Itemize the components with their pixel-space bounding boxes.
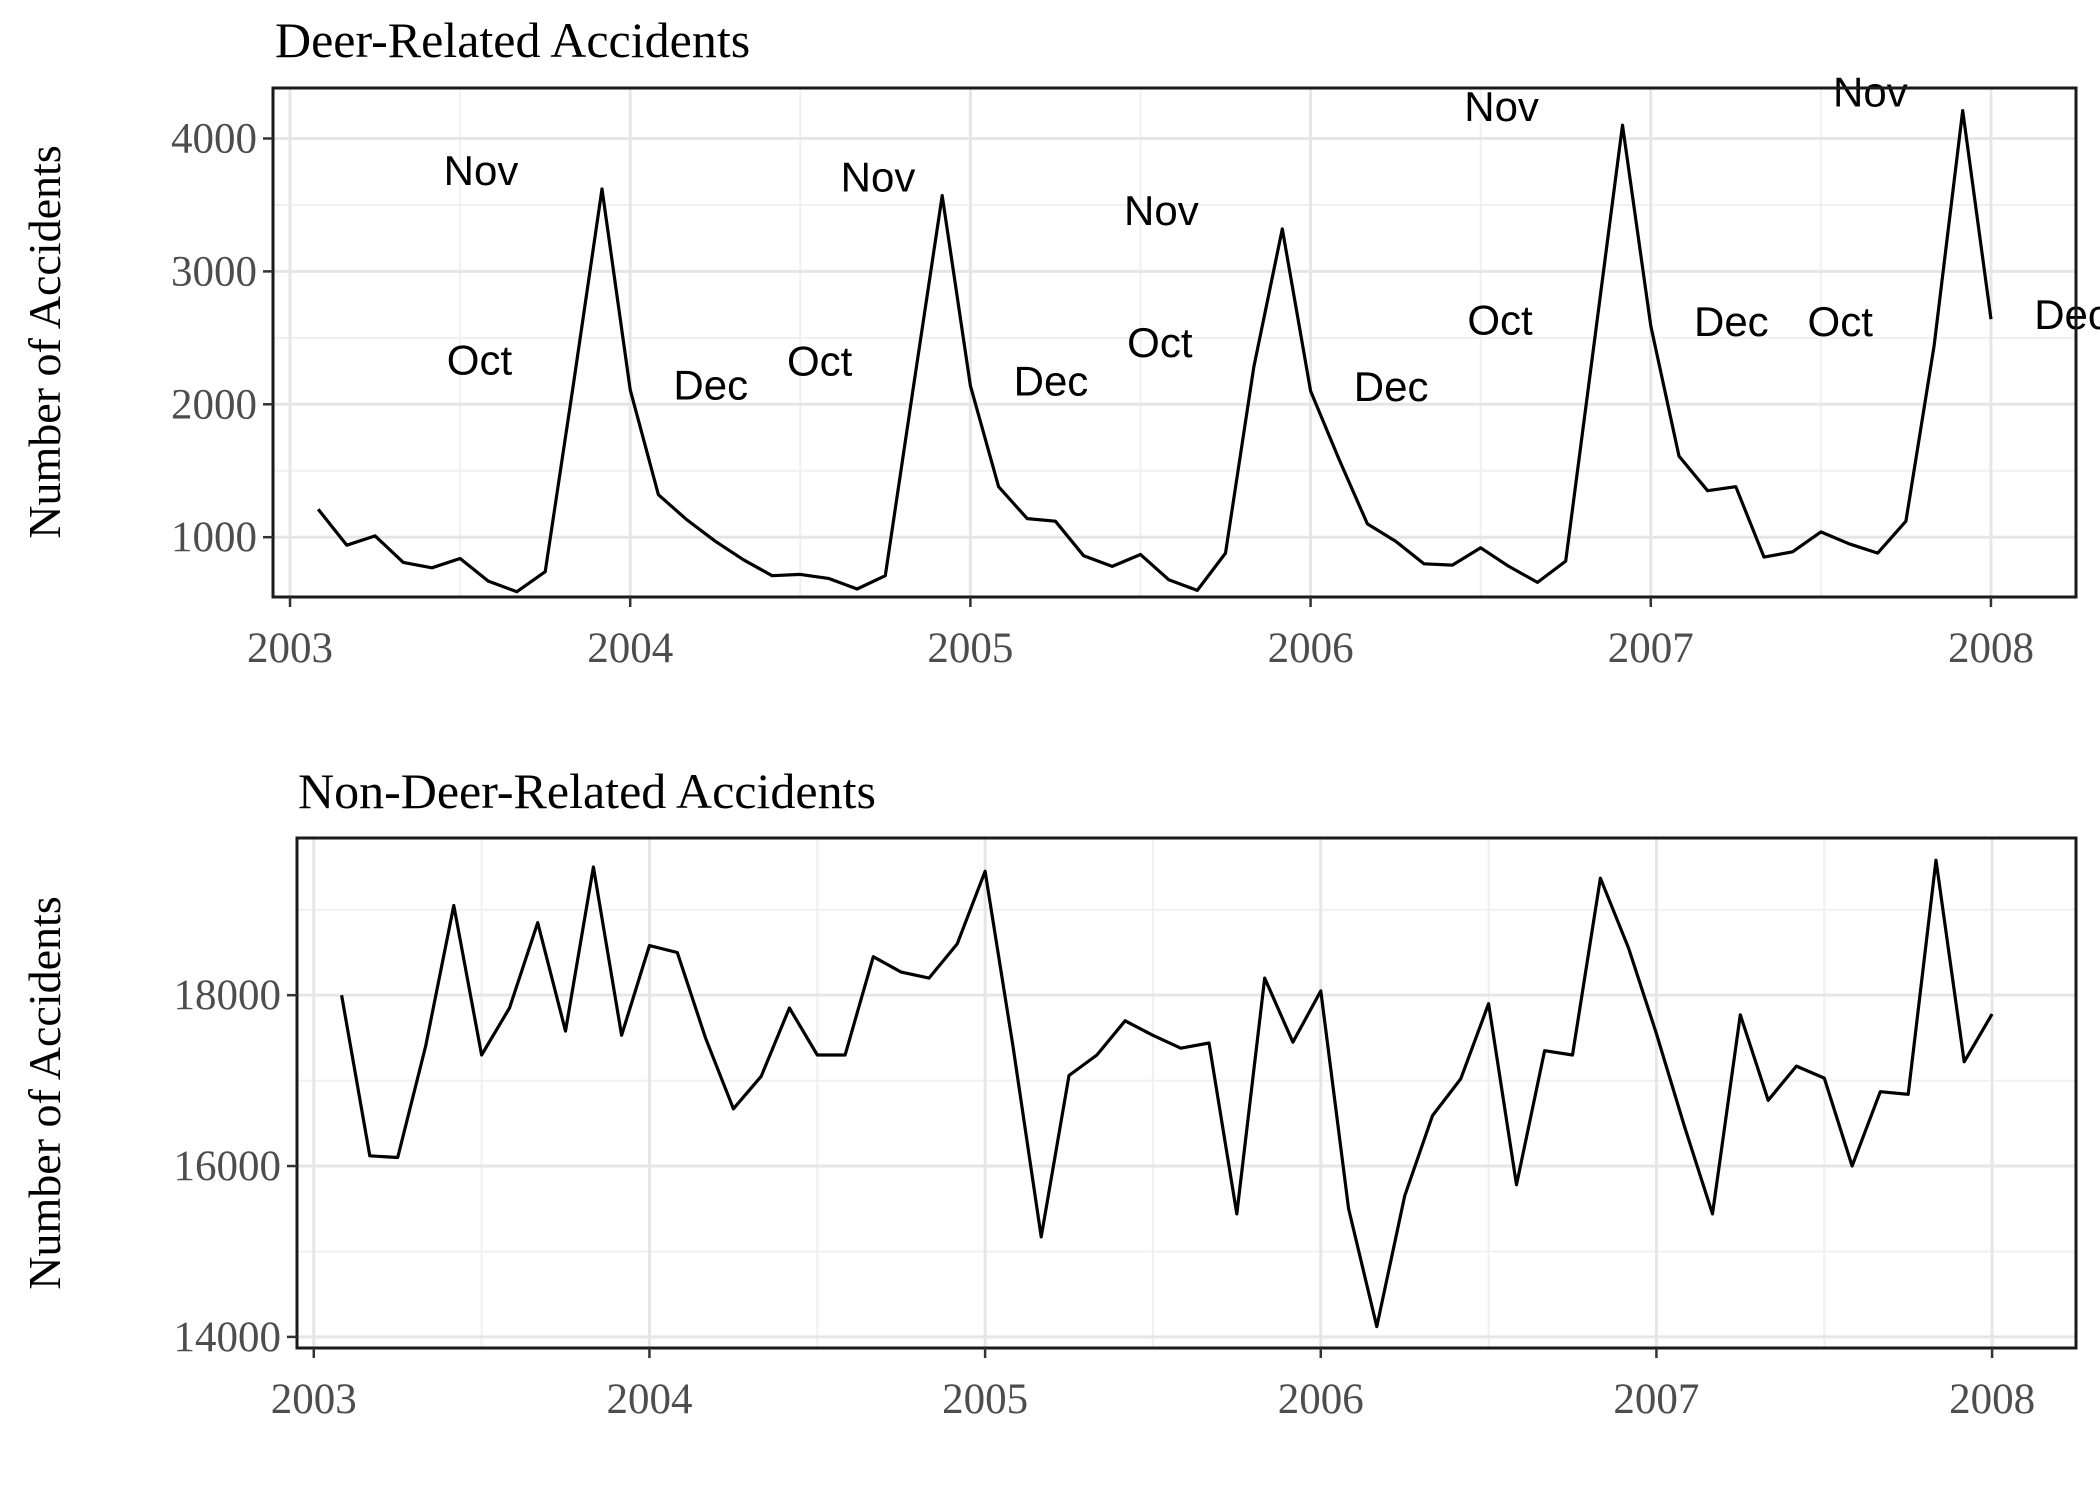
deer-annotation-dec: Dec xyxy=(1014,358,1089,405)
deer-annotation-nov: Nov xyxy=(1464,83,1539,130)
deer-x-tick-label: 2006 xyxy=(1268,625,1354,672)
non-deer-panel-title: Non-Deer-Related Accidents xyxy=(298,763,876,819)
non-deer-plot-frame xyxy=(295,836,2078,1350)
non-deer-accidents-panel: Non-Deer-Related Accidents Number of Acc… xyxy=(19,763,2078,1423)
deer-accidents-panel: Deer-Related Accidents Number of Acciden… xyxy=(19,12,2100,672)
non-deer-x-tick-label: 2007 xyxy=(1613,1376,1699,1423)
deer-y-axis-label: Number of Accidents xyxy=(19,145,70,538)
deer-annotation-dec: Dec xyxy=(2034,291,2100,338)
deer-y-tick-label: 3000 xyxy=(171,248,257,295)
deer-marks xyxy=(316,108,1993,594)
non-deer-x-tick-label: 2008 xyxy=(1949,1376,2035,1423)
non-deer-y-axis-label: Number of Accidents xyxy=(19,896,70,1289)
deer-annotation-nov: Nov xyxy=(1833,69,1908,116)
non-deer-marks xyxy=(340,858,1994,1329)
deer-grid xyxy=(273,88,2076,597)
non-deer-x-tick-label: 2006 xyxy=(1278,1376,1364,1423)
non-deer-x-tick-label: 2003 xyxy=(271,1376,357,1423)
deer-axes: 2003 2004 2005 2006 2007 2008 1000 2000 3000 4000 xyxy=(171,86,2078,672)
deer-y-tick-label: 4000 xyxy=(171,116,257,163)
non-deer-grid xyxy=(297,838,2076,1348)
deer-x-tick-label: 2004 xyxy=(587,625,673,672)
deer-x-tick-label: 2003 xyxy=(247,625,333,672)
deer-plot-frame xyxy=(271,86,2078,599)
deer-annotations: Oct Nov Dec Oct Nov Dec Oct Nov Dec Oct Nov Dec Oct N… xyxy=(444,69,2100,410)
non-deer-y-tick-label: 16000 xyxy=(174,1143,282,1190)
deer-annotation-dec: Dec xyxy=(673,362,748,409)
non-deer-y-tick-label: 18000 xyxy=(174,972,282,1019)
deer-y-tick-label: 2000 xyxy=(171,381,257,428)
deer-series-line xyxy=(316,108,1993,594)
deer-annotation-oct: Oct xyxy=(787,338,853,385)
non-deer-series-line xyxy=(340,858,1994,1329)
non-deer-y-tick-label: 14000 xyxy=(174,1314,282,1361)
deer-annotation-dec: Dec xyxy=(1694,298,1769,345)
deer-annotation-nov: Nov xyxy=(1124,187,1199,234)
deer-annotation-nov: Nov xyxy=(841,154,916,201)
deer-annotation-dec: Dec xyxy=(1354,363,1429,410)
non-deer-x-tick-label: 2005 xyxy=(942,1376,1028,1423)
deer-panel-title: Deer-Related Accidents xyxy=(275,12,750,68)
deer-annotation-oct: Oct xyxy=(1808,298,1874,345)
non-deer-x-tick-label: 2004 xyxy=(606,1376,692,1423)
deer-x-tick-label: 2008 xyxy=(1948,625,2034,672)
deer-x-tick-label: 2007 xyxy=(1608,625,1694,672)
deer-y-tick-label: 1000 xyxy=(171,514,257,561)
deer-annotation-nov: Nov xyxy=(444,147,519,194)
non-deer-axes: 2003 2004 2005 2006 2007 2008 14000 16000 18000 xyxy=(174,836,2078,1423)
deer-annotation-oct: Oct xyxy=(1467,296,1533,343)
deer-annotation-oct: Oct xyxy=(447,336,513,383)
deer-x-tick-label: 2005 xyxy=(927,625,1013,672)
deer-annotation-oct: Oct xyxy=(1127,319,1193,366)
